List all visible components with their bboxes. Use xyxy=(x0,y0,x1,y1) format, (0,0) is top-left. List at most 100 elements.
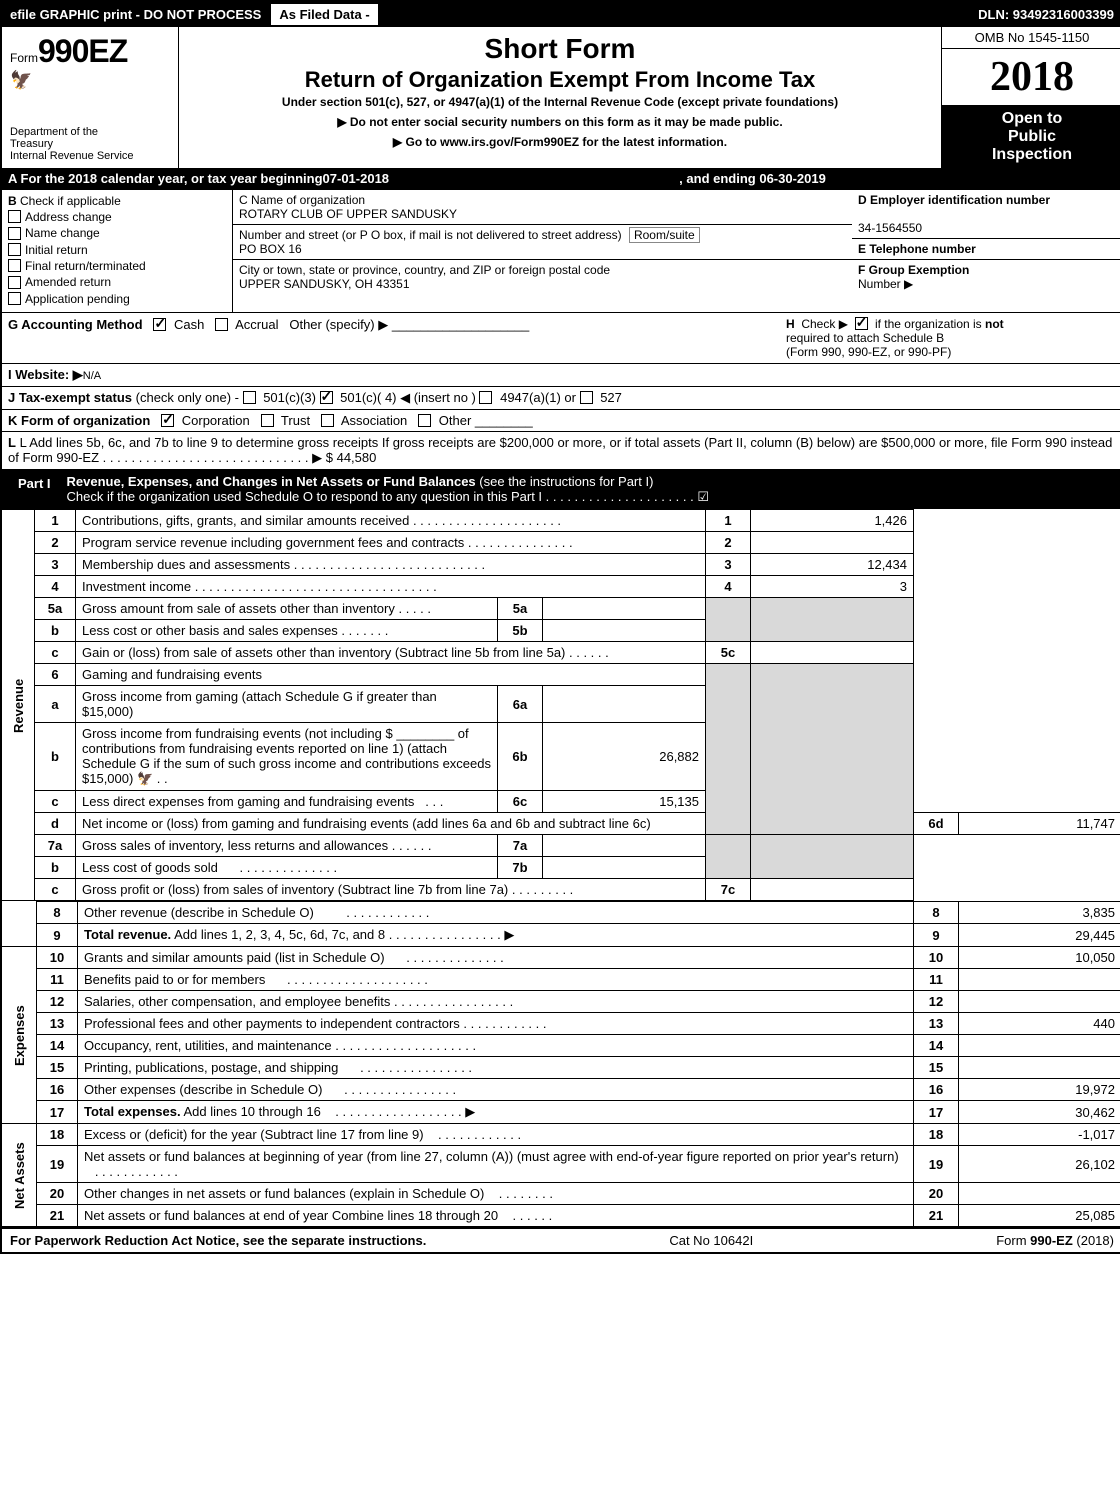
form-label: Form xyxy=(10,51,38,65)
amount-6b: 26,882 xyxy=(543,723,706,791)
org-name: ROTARY CLUB OF UPPER SANDUSKY xyxy=(239,207,457,221)
revenue-side-label: Revenue xyxy=(2,510,35,901)
efile-notice: efile GRAPHIC print - DO NOT PROCESS xyxy=(2,4,269,25)
irs-seal-icon: 🦅 xyxy=(10,70,170,91)
check-application-pending[interactable]: Application pending xyxy=(8,292,226,306)
amount-13: 440 xyxy=(959,1013,1120,1035)
check-corporation[interactable] xyxy=(161,414,174,427)
check-address-change[interactable]: Address change xyxy=(8,210,226,224)
line-9: 9 Total revenue. Add lines 1, 2, 3, 4, 5… xyxy=(2,924,1120,947)
line-7a: 7a Gross sales of inventory, less return… xyxy=(2,835,1120,857)
check-initial-return[interactable]: Initial return xyxy=(8,243,226,257)
amount-2 xyxy=(751,532,914,554)
cat-number: Cat No 10642I xyxy=(669,1233,753,1248)
tax-year: 2018 xyxy=(942,49,1120,106)
return-title: Return of Organization Exempt From Incom… xyxy=(187,67,933,93)
form-reference: Form 990-EZ (2018) xyxy=(996,1233,1114,1248)
amount-6d: 11,747 xyxy=(959,813,1120,835)
section-h: H Check ▶ if the organization is not req… xyxy=(786,317,1116,359)
right-block: OMB No 1545-1150 2018 Open to Public Ins… xyxy=(942,27,1120,168)
subtitle: Under section 501(c), 527, or 4947(a)(1)… xyxy=(187,95,933,109)
section-j: J Tax-exempt status (check only one) - 5… xyxy=(2,386,1120,409)
open-to-public: Open to Public Inspection xyxy=(942,106,1120,168)
paperwork-notice: For Paperwork Reduction Act Notice, see … xyxy=(10,1233,426,1248)
line-7b: b Less cost of goods sold . . . . . . . … xyxy=(2,857,1120,879)
check-schedule-b-not-required[interactable] xyxy=(855,317,868,330)
section-k: K Form of organization Corporation Trust… xyxy=(2,409,1120,431)
amount-3: 12,434 xyxy=(751,554,914,576)
amount-5c xyxy=(751,642,914,664)
part-1-table: Revenue 1 Contributions, gifts, grants, … xyxy=(2,509,1120,901)
tax-year-end: 06-30-2019 xyxy=(759,171,826,186)
check-amended-return[interactable]: Amended return xyxy=(8,275,226,289)
amount-10: 10,050 xyxy=(959,947,1120,969)
dln: DLN: 93492316003399 xyxy=(970,4,1120,25)
line-6a: a Gross income from gaming (attach Sched… xyxy=(2,686,1120,723)
check-other[interactable] xyxy=(418,414,431,427)
section-i: I Website: ▶N/A xyxy=(2,363,1120,386)
short-form-title: Short Form xyxy=(187,33,933,65)
amount-12 xyxy=(959,991,1120,1013)
check-accrual[interactable] xyxy=(215,318,228,331)
section-a: A For the 2018 calendar year, or tax yea… xyxy=(2,168,1120,189)
as-filed-data: As Filed Data - xyxy=(269,2,379,27)
website: N/A xyxy=(83,370,101,382)
amount-1: 1,426 xyxy=(751,510,914,532)
tax-year-begin: 07-01-2018 xyxy=(323,171,390,186)
check-association[interactable] xyxy=(321,414,334,427)
ssn-warning: ▶ Do not enter social security numbers o… xyxy=(187,115,933,129)
line-7c: c Gross profit or (loss) from sales of i… xyxy=(2,879,1120,901)
amount-6c: 15,135 xyxy=(543,791,706,813)
ein: 34-1564550 xyxy=(858,221,922,235)
form-number: 990EZ xyxy=(38,33,127,69)
irs-link[interactable]: ▶ Go to www.irs.gov/Form990EZ for the la… xyxy=(187,135,933,149)
omb-number: OMB No 1545-1150 xyxy=(942,27,1120,49)
check-trust[interactable] xyxy=(261,414,274,427)
line-5b: b Less cost or other basis and sales exp… xyxy=(2,620,1120,642)
line-6: 6 Gaming and fundraising events xyxy=(2,664,1120,686)
section-c: C Name of organization ROTARY CLUB OF UP… xyxy=(233,190,852,312)
amount-17: 30,462 xyxy=(959,1101,1120,1124)
check-name-change[interactable]: Name change xyxy=(8,226,226,240)
line-19: 19 Net assets or fund balances at beginn… xyxy=(2,1146,1120,1183)
line-11: 11 Benefits paid to or for members . . .… xyxy=(2,969,1120,991)
line-6c: c Less direct expenses from gaming and f… xyxy=(2,791,1120,813)
org-address: PO BOX 16 xyxy=(239,242,302,256)
check-final-return[interactable]: Final return/terminated xyxy=(8,259,226,273)
amount-21: 25,085 xyxy=(959,1205,1120,1227)
amount-7c xyxy=(751,879,914,901)
amount-8: 3,835 xyxy=(959,902,1120,924)
expenses-side-label: Expenses xyxy=(2,947,37,1124)
section-def: D Employer identification number 34-1564… xyxy=(852,190,1120,312)
section-b: B Check if applicable Address change Nam… xyxy=(2,190,233,312)
line-6b: b Gross income from fundraising events (… xyxy=(2,723,1120,791)
check-cash[interactable] xyxy=(153,318,166,331)
line-14: 14 Occupancy, rent, utilities, and maint… xyxy=(2,1035,1120,1057)
line-16: 16 Other expenses (describe in Schedule … xyxy=(2,1079,1120,1101)
title-block: Short Form Return of Organization Exempt… xyxy=(179,27,942,168)
section-l: L L Add lines 5b, 6c, and 7b to line 9 t… xyxy=(2,431,1120,469)
form-box: Form990EZ 🦅 Department of the Treasury I… xyxy=(2,27,179,168)
telephone-label: E Telephone number xyxy=(858,242,976,256)
line-3: 3 Membership dues and assessments . . . … xyxy=(2,554,1120,576)
amount-15 xyxy=(959,1057,1120,1079)
amount-19: 26,102 xyxy=(959,1146,1120,1183)
line-18: Net Assets 18 Excess or (deficit) for th… xyxy=(2,1124,1120,1146)
line-21: 21 Net assets or fund balances at end of… xyxy=(2,1205,1120,1227)
line-15: 15 Printing, publications, postage, and … xyxy=(2,1057,1120,1079)
line-17: 17 Total expenses. Add lines 10 through … xyxy=(2,1101,1120,1124)
header: Form990EZ 🦅 Department of the Treasury I… xyxy=(2,27,1120,168)
gross-receipts: ▶ $ 44,580 xyxy=(312,450,376,465)
line-12: 12 Salaries, other compensation, and emp… xyxy=(2,991,1120,1013)
amount-20 xyxy=(959,1183,1120,1205)
section-g: G Accounting Method Cash Accrual Other (… xyxy=(8,317,786,359)
amount-11 xyxy=(959,969,1120,991)
net-assets-side-label: Net Assets xyxy=(2,1124,37,1227)
section-gh: G Accounting Method Cash Accrual Other (… xyxy=(2,312,1120,363)
line-5a: 5a Gross amount from sale of assets othe… xyxy=(2,598,1120,620)
amount-9: 29,445 xyxy=(959,924,1120,947)
line-8: 8 Other revenue (describe in Schedule O)… xyxy=(2,902,1120,924)
part-1-header: Part I Revenue, Expenses, and Changes in… xyxy=(2,469,1120,509)
line-6d: d Net income or (loss) from gaming and f… xyxy=(2,813,1120,835)
form-990ez-page: efile GRAPHIC print - DO NOT PROCESS As … xyxy=(0,0,1120,1254)
